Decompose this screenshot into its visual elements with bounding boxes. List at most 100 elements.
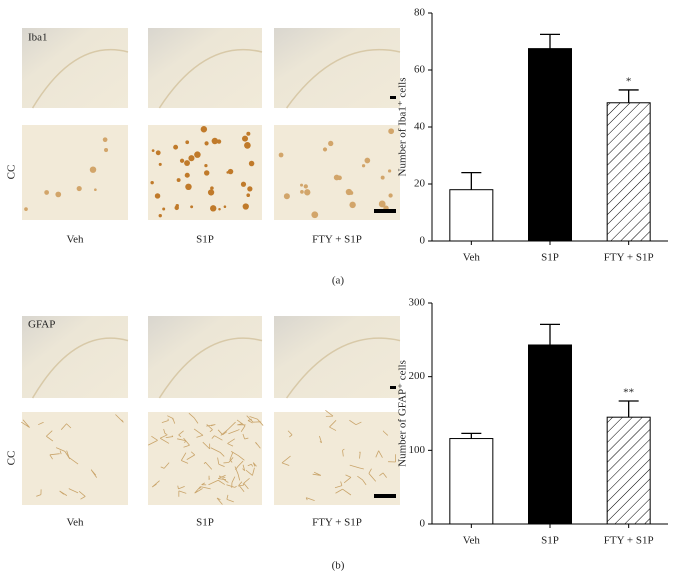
stained-cell xyxy=(162,207,166,211)
stained-fiber xyxy=(334,481,343,489)
region-label: CC xyxy=(6,451,18,466)
stained-cell xyxy=(246,193,251,198)
stained-fiber xyxy=(388,454,397,463)
stained-cell xyxy=(388,128,395,135)
stained-cell xyxy=(300,183,304,187)
significance-label: * xyxy=(626,75,632,87)
column-label: Veh xyxy=(66,234,84,246)
stained-fiber xyxy=(68,488,79,494)
stained-fiber xyxy=(238,481,245,492)
stained-fiber xyxy=(59,490,68,496)
stained-fiber xyxy=(234,466,241,481)
stained-cell xyxy=(278,152,284,158)
stained-cell xyxy=(345,188,353,196)
stained-cell xyxy=(200,126,208,133)
stained-fiber xyxy=(229,452,234,463)
stained-cell xyxy=(190,205,194,209)
stained-fiber xyxy=(305,497,315,502)
stained-fiber xyxy=(287,430,293,438)
stained-cell xyxy=(151,149,155,152)
stained-fiber xyxy=(335,488,352,496)
y-axis-label: Number of Iba1⁺ cells xyxy=(397,78,409,177)
stained-fiber xyxy=(368,468,377,482)
stained-cell xyxy=(322,147,328,152)
stained-fiber xyxy=(349,419,362,426)
y-tick-label: 300 xyxy=(409,297,426,309)
stained-cell xyxy=(387,169,392,173)
stained-cell xyxy=(185,183,192,191)
stained-cell xyxy=(349,201,356,209)
stained-cell xyxy=(328,140,334,147)
stained-fiber xyxy=(177,485,185,490)
scale-bar xyxy=(390,386,396,389)
stained-fiber xyxy=(188,412,199,424)
stain-label: GFAP xyxy=(28,319,55,331)
stained-cell xyxy=(76,185,82,192)
stained-fiber xyxy=(115,414,124,423)
x-tick-label: S1P xyxy=(541,252,559,264)
stained-fiber xyxy=(349,464,364,470)
stained-cell xyxy=(364,157,371,164)
y-tick-label: 100 xyxy=(409,444,426,456)
stained-fiber xyxy=(160,462,170,469)
stained-fiber xyxy=(245,467,255,476)
stain-label: Iba1 xyxy=(28,32,48,44)
bar xyxy=(528,48,572,242)
stained-fiber xyxy=(172,417,176,424)
stained-fiber xyxy=(281,455,291,466)
stained-cell xyxy=(303,184,308,189)
stained-cell xyxy=(311,211,319,219)
y-axis-label: Number of GFAP⁺ cells xyxy=(397,360,409,467)
stained-cell xyxy=(94,188,97,192)
stained-fiber xyxy=(242,464,246,472)
scale-bar xyxy=(374,494,396,498)
bar xyxy=(449,438,494,525)
stained-cell xyxy=(337,175,342,181)
stained-cell xyxy=(158,213,162,218)
stained-cell xyxy=(242,203,249,210)
stained-fiber xyxy=(180,452,189,464)
stained-fiber xyxy=(163,428,167,435)
y-tick-label: 80 xyxy=(414,7,426,19)
stained-fiber xyxy=(208,479,226,486)
column-label: S1P xyxy=(196,234,214,246)
stained-fiber xyxy=(246,415,261,423)
stained-fiber xyxy=(237,423,246,426)
stained-fiber xyxy=(49,453,60,460)
stained-fiber xyxy=(78,490,86,500)
stained-fiber xyxy=(216,497,223,505)
stained-fiber xyxy=(359,451,361,459)
stained-cell xyxy=(361,164,366,168)
stained-cell xyxy=(204,170,210,176)
tissue-boundary xyxy=(158,48,263,109)
stained-fiber xyxy=(38,421,44,426)
stained-cell xyxy=(185,140,190,145)
stained-fiber xyxy=(199,486,211,490)
micrograph-detail xyxy=(22,412,128,505)
stained-fiber xyxy=(375,450,383,458)
stained-fiber xyxy=(223,457,234,464)
micrograph-overview xyxy=(274,28,400,108)
stained-fiber xyxy=(230,451,245,461)
x-tick-label: FTY + S1P xyxy=(604,252,654,264)
stained-fiber xyxy=(342,448,345,457)
stained-fiber xyxy=(226,484,237,488)
stained-fiber xyxy=(66,450,79,465)
stained-fiber xyxy=(186,451,196,460)
stained-fiber xyxy=(231,476,236,488)
stained-fiber xyxy=(161,418,169,424)
stained-cell xyxy=(247,186,253,192)
stained-fiber xyxy=(319,435,322,444)
scale-bar xyxy=(374,209,396,213)
stained-cell xyxy=(150,180,154,185)
stained-fiber xyxy=(60,423,72,430)
y-tick-label: 60 xyxy=(414,64,426,76)
y-tick-label: 0 xyxy=(420,518,426,530)
stained-fiber xyxy=(159,434,170,444)
stained-fiber xyxy=(227,438,235,447)
stained-cell xyxy=(283,193,290,200)
stained-cell xyxy=(211,137,219,145)
stained-cell xyxy=(248,160,255,167)
stained-fiber xyxy=(194,486,203,494)
stained-fiber xyxy=(90,469,98,478)
